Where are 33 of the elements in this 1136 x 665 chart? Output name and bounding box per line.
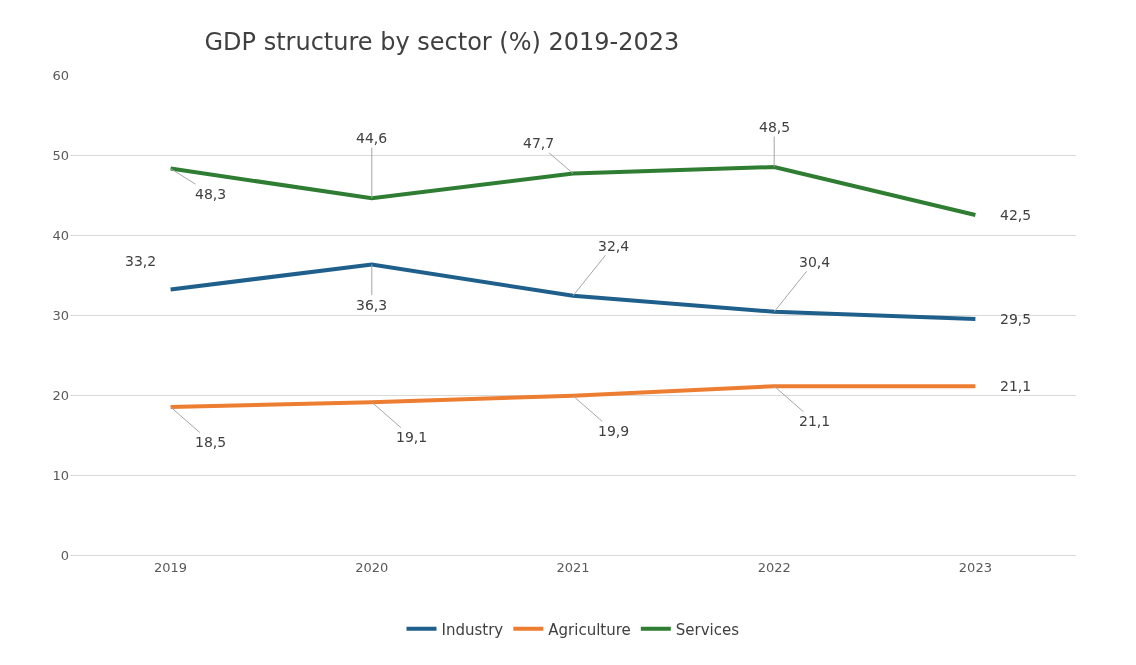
line-series xyxy=(168,384,978,409)
chart-title: GDP structure by sector (%) 2019-2023 xyxy=(204,28,680,57)
x-tick-label: 2020 xyxy=(355,559,389,575)
y-tick-label: 30 xyxy=(52,307,69,323)
data-label: 32,4 xyxy=(598,238,630,254)
data-label: 36,3 xyxy=(356,297,388,313)
data-label: 29,5 xyxy=(1000,311,1032,327)
line-series xyxy=(168,165,978,217)
y-tick-label: 20 xyxy=(52,387,69,403)
data-label: 47,7 xyxy=(523,135,555,151)
legend-label: Services xyxy=(675,620,740,639)
y-tick-label: 60 xyxy=(52,67,69,83)
y-tick-label: 0 xyxy=(60,547,69,563)
data-label: 21,1 xyxy=(799,413,831,429)
legend-label: Agriculture xyxy=(548,620,631,639)
data-label: 19,1 xyxy=(396,429,428,445)
data-label: 30,4 xyxy=(799,254,831,270)
data-label: 33,2 xyxy=(125,253,157,269)
y-tick-label: 10 xyxy=(52,467,69,483)
data-label: 48,3 xyxy=(195,186,227,202)
x-tick-label: 2019 xyxy=(154,559,188,575)
legend-label: Industry xyxy=(441,620,504,639)
data-label: 18,5 xyxy=(195,434,227,450)
data-label: 44,6 xyxy=(356,130,388,146)
data-label: 21,1 xyxy=(1000,378,1032,394)
x-tick-label: 2022 xyxy=(757,559,791,575)
data-label: 48,5 xyxy=(759,119,791,135)
y-tick-label: 50 xyxy=(52,147,69,163)
data-label: 42,5 xyxy=(1000,207,1032,223)
y-tick-label: 40 xyxy=(52,227,69,243)
data-label: 19,9 xyxy=(598,423,630,439)
x-tick-label: 2023 xyxy=(958,559,992,575)
x-tick-label: 2021 xyxy=(556,559,590,575)
